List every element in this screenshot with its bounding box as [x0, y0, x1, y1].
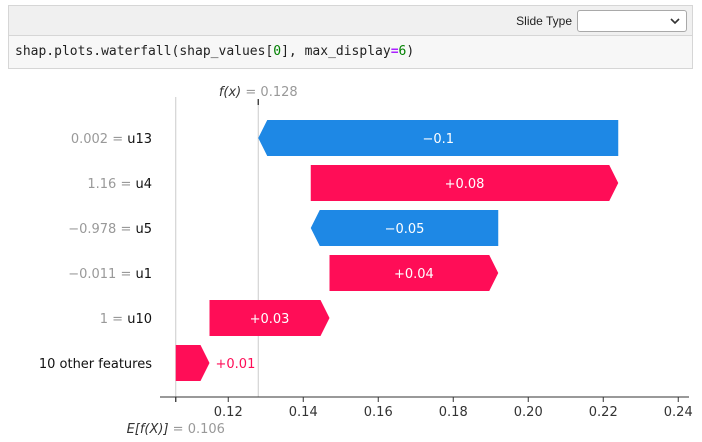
x-tick-label: 0.22 — [589, 405, 618, 420]
waterfall-bar — [310, 210, 499, 246]
chevron-down-icon — [670, 18, 680, 25]
code-text-post: ) — [406, 44, 415, 59]
code-operator: = — [390, 44, 399, 59]
slide-type-label: Slide Type — [516, 14, 572, 28]
waterfall-plot: f(x) = 0.128 −0.1 0.002 = u13 +0.08 1.16 = u… — [39, 85, 693, 437]
waterfall-bar — [258, 120, 619, 156]
bar-value-label: +0.03 — [250, 312, 290, 327]
x-tick-label: 0.12 — [214, 405, 243, 420]
bar-value-label: −0.05 — [385, 222, 425, 237]
x-tick-label: 0.16 — [364, 405, 393, 420]
x-tick-label: 0.14 — [289, 405, 318, 420]
cell-toolbar: Slide Type — [8, 5, 693, 35]
code-number: 6 — [398, 44, 407, 59]
feature-label: 1.16 = u4 — [87, 177, 152, 192]
efx-annotation: E[f(X)] = 0.106 — [127, 422, 225, 437]
x-tick-label: 0.20 — [514, 405, 543, 420]
waterfall-bar — [310, 165, 619, 201]
bar-value-label: +0.04 — [394, 267, 434, 282]
feature-label: 10 other features — [39, 357, 152, 372]
feature-label: −0.978 = u5 — [68, 222, 152, 237]
x-tick-label: 0.18 — [439, 405, 468, 420]
waterfall-bar — [209, 300, 330, 336]
feature-label: −0.011 = u1 — [68, 267, 152, 282]
bar-value-label: +0.01 — [216, 357, 256, 372]
code-cell[interactable]: shap.plots.waterfall(shap_values[0], max… — [8, 35, 693, 69]
waterfall-bar — [175, 345, 210, 381]
code-index: 0 — [273, 44, 282, 59]
code-text-mid: ], max_display — [281, 44, 391, 59]
waterfall-bar — [329, 255, 499, 291]
code-text-pre: shap.plots.waterfall(shap_values[ — [15, 44, 274, 59]
fx-annotation: f(x) = 0.128 — [219, 85, 298, 100]
feature-label: 1 = u10 — [100, 312, 152, 327]
feature-label: 0.002 = u13 — [71, 132, 152, 147]
slide-type-select[interactable] — [577, 10, 687, 32]
x-tick-label: 0.24 — [664, 405, 693, 420]
bar-value-label: +0.08 — [445, 177, 485, 192]
bar-value-label: −0.1 — [422, 132, 454, 147]
